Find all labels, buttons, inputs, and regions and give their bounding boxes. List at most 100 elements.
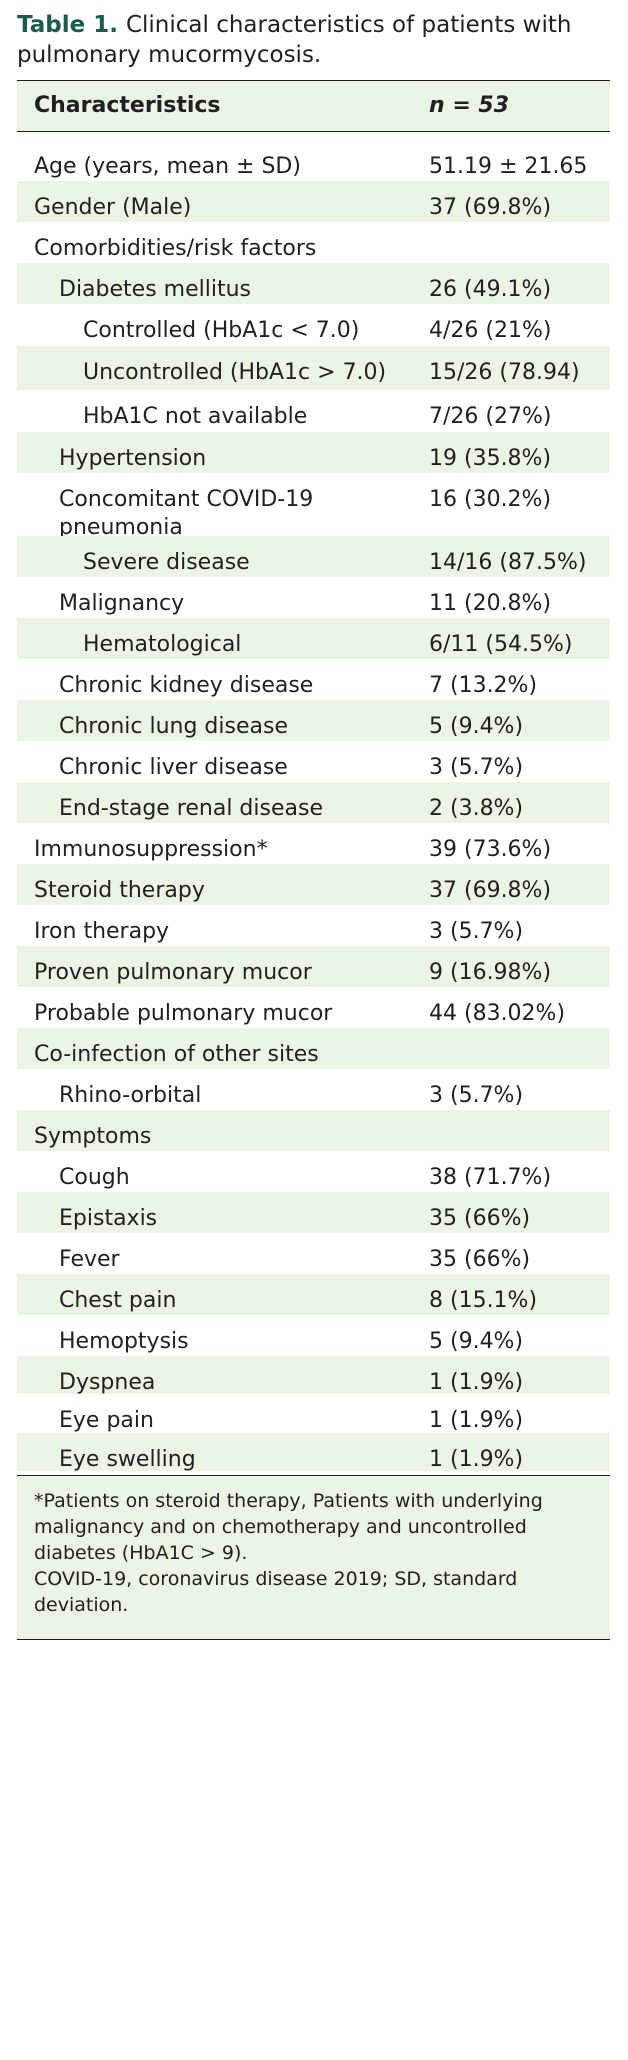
row-label: Comorbidities/risk factors xyxy=(34,236,317,261)
row-value: 15/26 (78.94) xyxy=(429,360,580,385)
table-row: Fever 35 (66%) xyxy=(17,1233,610,1274)
row-label: Immunosuppression* xyxy=(34,837,268,862)
row-label: Epistaxis xyxy=(59,1206,158,1231)
row-value: 1 (1.9%) xyxy=(429,1408,524,1433)
table-row: End-stage renal disease 2 (3.8%) xyxy=(17,782,610,823)
table-row: Hemoptysis 5 (9.4%) xyxy=(17,1315,610,1356)
row-label: Eye swelling xyxy=(59,1447,196,1472)
row-label: Uncontrolled (HbA1c > 7.0) xyxy=(83,360,387,385)
row-value: 35 (66%) xyxy=(429,1247,531,1272)
table-footnotes: *Patients on steroid therapy, Patients w… xyxy=(17,1475,610,1640)
row-value: 44 (83.02%) xyxy=(429,1001,566,1026)
row-value: 16 (30.2%) xyxy=(429,487,552,512)
row-value xyxy=(429,222,609,235)
row-label: End-stage renal disease xyxy=(59,796,323,821)
row-value: 1 (1.9%) xyxy=(429,1447,524,1472)
header-n: n = 53 xyxy=(429,81,509,130)
table-row: Chest pain 8 (15.1%) xyxy=(17,1274,610,1315)
row-label: Dyspnea xyxy=(59,1370,156,1395)
row-value: 11 (20.8%) xyxy=(429,591,552,616)
row-label: Proven pulmonary mucor xyxy=(34,960,312,985)
row-value: 9 (16.98%) xyxy=(429,960,552,985)
table-row: Concomitant COVID-19 pneumonia 16 (30.2%) xyxy=(17,473,610,540)
row-value: 6/11 (54.5%) xyxy=(429,632,573,657)
row-label: Controlled (HbA1c < 7.0) xyxy=(83,318,360,343)
row-value xyxy=(429,1028,609,1041)
row-label: Severe disease xyxy=(83,550,250,575)
table-row: Eye swelling 1 (1.9%) xyxy=(17,1433,610,1472)
row-value: 38 (71.7%) xyxy=(429,1165,552,1190)
row-label: Hypertension xyxy=(59,446,207,471)
row-label: Gender (Male) xyxy=(34,195,192,220)
row-label: Chronic kidney disease xyxy=(59,673,314,698)
table-row: Gender (Male) 37 (69.8%) xyxy=(17,181,610,222)
row-label: Malignancy xyxy=(59,591,185,616)
table-row: Chronic liver disease 3 (5.7%) xyxy=(17,741,610,782)
table-row: Co-infection of other sites xyxy=(17,1028,610,1069)
table-row: Age (years, mean ± SD) 51.19 ± 21.65 xyxy=(17,140,610,181)
row-value: 7 (13.2%) xyxy=(429,673,538,698)
row-label: HbA1C not available xyxy=(83,404,308,429)
table-row: Symptoms xyxy=(17,1110,610,1151)
table-row: Chronic kidney disease 7 (13.2%) xyxy=(17,659,610,700)
table-row: Steroid therapy 37 (69.8%) xyxy=(17,864,610,905)
row-value xyxy=(429,1110,609,1123)
row-label: Eye pain xyxy=(59,1408,154,1433)
row-value: 1 (1.9%) xyxy=(429,1370,524,1395)
row-label: Age (years, mean ± SD) xyxy=(34,154,301,179)
table-row: Chronic lung disease 5 (9.4%) xyxy=(17,700,610,741)
characteristics-table: Characteristics n = 53 Age (years, mean … xyxy=(17,80,610,1640)
table-row: Controlled (HbA1c < 7.0) 4/26 (21%) xyxy=(17,304,610,346)
row-value: 7/26 (27%) xyxy=(429,404,552,429)
row-value: 2 (3.8%) xyxy=(429,796,524,821)
header-n-text: n = 53 xyxy=(429,93,510,118)
row-label: Chest pain xyxy=(59,1288,177,1313)
table-caption-text: Clinical characteristics of patients wit… xyxy=(17,12,572,68)
row-value: 4/26 (21%) xyxy=(429,318,552,343)
table-row: Malignancy 11 (20.8%) xyxy=(17,577,610,618)
row-label: Cough xyxy=(59,1165,130,1190)
footnote: *Patients on steroid therapy, Patients w… xyxy=(34,1490,543,1564)
row-label: Co-infection of other sites xyxy=(34,1042,319,1067)
row-value: 14/16 (87.5%) xyxy=(429,550,587,575)
row-label: Symptoms xyxy=(34,1124,152,1149)
footnote: COVID-19, coronavirus disease 2019; SD, … xyxy=(34,1568,518,1616)
row-value: 35 (66%) xyxy=(429,1206,531,1231)
table-row: Rhino-orbital 3 (5.7%) xyxy=(17,1069,610,1110)
row-value: 37 (69.8%) xyxy=(429,195,552,220)
table-row: Severe disease 14/16 (87.5%) xyxy=(17,536,610,577)
row-label: Fever xyxy=(59,1247,120,1272)
row-label: Hemoptysis xyxy=(59,1329,189,1354)
table-row: Eye pain 1 (1.9%) xyxy=(17,1394,610,1433)
table-caption: Table 1. Clinical characteristics of pati… xyxy=(17,10,617,70)
row-label: Iron therapy xyxy=(34,919,170,944)
table-row: HbA1C not available 7/26 (27%) xyxy=(17,390,610,432)
table-header: Characteristics n = 53 xyxy=(17,80,610,132)
table-row: Proven pulmonary mucor 9 (16.98%) xyxy=(17,946,610,987)
table-row: Probable pulmonary mucor 44 (83.02%) xyxy=(17,987,610,1028)
table-row: Immunosuppression* 39 (73.6%) xyxy=(17,823,610,864)
row-value: 3 (5.7%) xyxy=(429,1083,524,1108)
row-label: Concomitant COVID-19 pneumonia xyxy=(59,487,314,540)
row-label: Steroid therapy xyxy=(34,878,205,903)
row-value: 19 (35.8%) xyxy=(429,446,552,471)
header-characteristics: Characteristics xyxy=(34,93,221,118)
row-value: 3 (5.7%) xyxy=(429,919,524,944)
table-row: Hematological 6/11 (54.5%) xyxy=(17,618,610,659)
table-row: Hypertension 19 (35.8%) xyxy=(17,432,610,473)
row-label: Diabetes mellitus xyxy=(59,277,251,302)
table-caption-label: Table 1. xyxy=(17,12,118,38)
table-body: Age (years, mean ± SD) 51.19 ± 21.65 Gende… xyxy=(17,140,610,1472)
row-value: 37 (69.8%) xyxy=(429,878,552,903)
row-value: 26 (49.1%) xyxy=(429,277,552,302)
table-row: Dyspnea 1 (1.9%) xyxy=(17,1356,610,1395)
row-value: 3 (5.7%) xyxy=(429,755,524,780)
row-value: 51.19 ± 21.65 xyxy=(429,154,588,179)
row-value: 5 (9.4%) xyxy=(429,1329,524,1354)
row-value: 5 (9.4%) xyxy=(429,714,524,739)
row-label: Chronic liver disease xyxy=(59,755,288,780)
table-row: Comorbidities/risk factors xyxy=(17,222,610,263)
table-row: Diabetes mellitus 26 (49.1%) xyxy=(17,263,610,304)
row-value: 39 (73.6%) xyxy=(429,837,552,862)
